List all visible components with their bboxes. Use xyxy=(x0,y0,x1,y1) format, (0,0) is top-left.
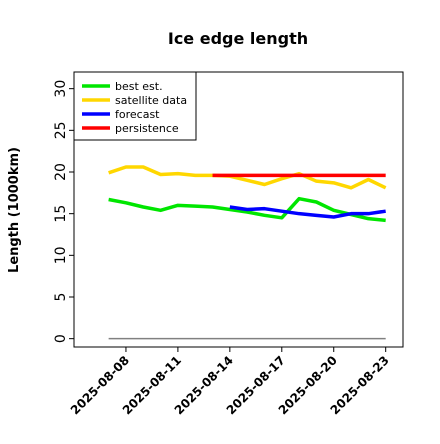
series-line-best-est- xyxy=(108,196,386,223)
y-tick-label: 15 xyxy=(53,205,69,223)
y-tick-label: 25 xyxy=(53,121,69,139)
plot-frame xyxy=(73,71,404,348)
series-line-satellite-data xyxy=(108,165,387,190)
y-axis-label: Length (1000km) xyxy=(7,147,22,273)
legend-label: forecast xyxy=(115,108,160,121)
chart-title: Ice edge length xyxy=(168,29,308,48)
y-tick-label: 20 xyxy=(53,163,69,181)
legend: best est.satellite dataforecastpersisten… xyxy=(73,71,197,141)
series-line-forecast xyxy=(229,205,386,219)
y-tick-label: 0 xyxy=(53,334,69,343)
plot-area xyxy=(108,165,387,340)
y-tick-label: 5 xyxy=(53,293,69,302)
legend-label: best est. xyxy=(115,80,163,93)
legend-label: satellite data xyxy=(115,94,187,107)
y-tick-label: 30 xyxy=(53,80,69,98)
y-tick-label: 10 xyxy=(53,246,69,264)
legend-label: persistence xyxy=(115,122,179,135)
